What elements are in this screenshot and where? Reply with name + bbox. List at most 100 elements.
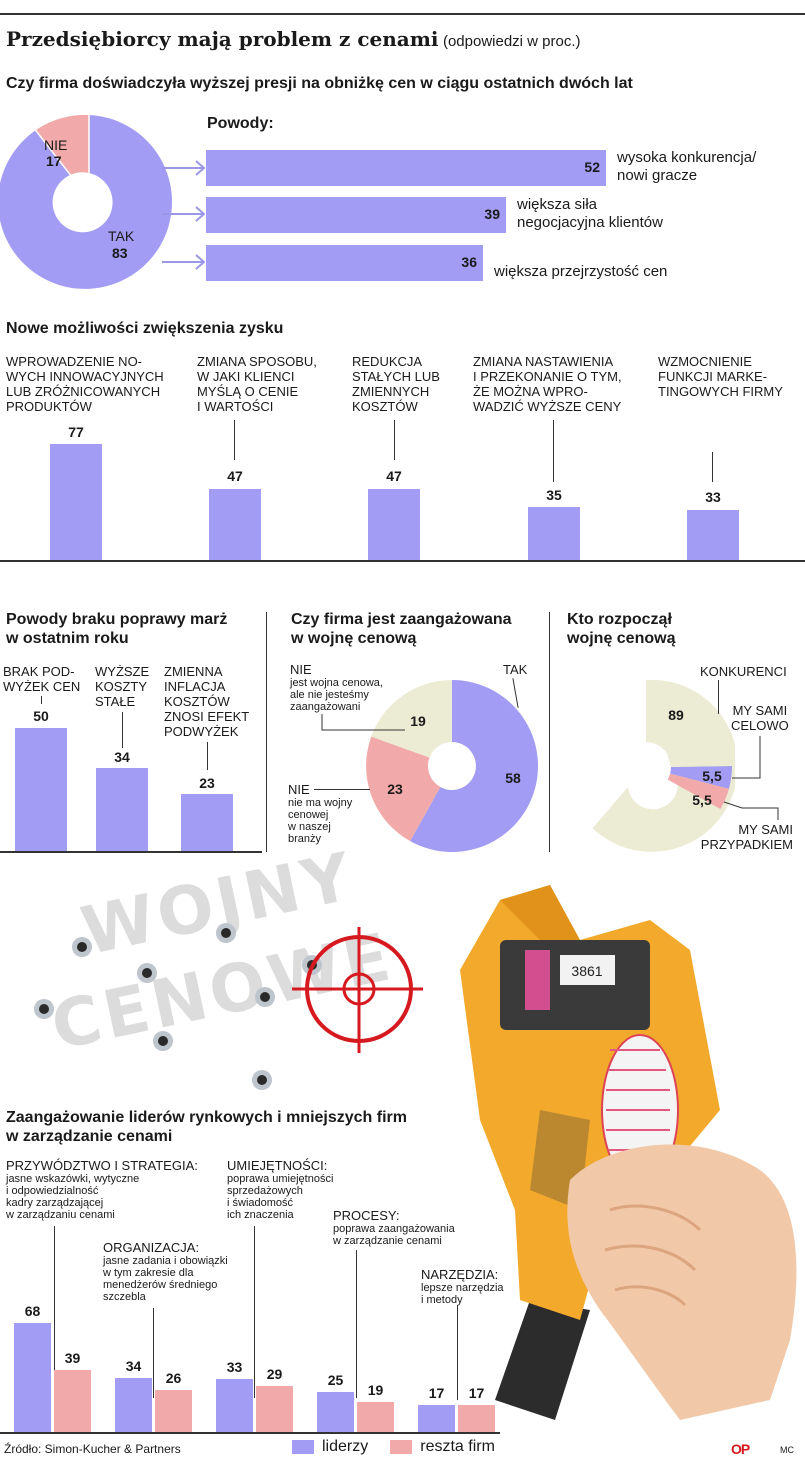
sec6-value-reszta-5: 17: [468, 1385, 485, 1401]
sec3-l2-3: STAŁE: [95, 694, 136, 709]
sec6-leader-3: [254, 1226, 255, 1398]
sec4-slice-nie-zaang: [371, 680, 452, 758]
sec4-slice-tak: [410, 680, 539, 852]
sec6-title-l1: Zaangażowanie liderów rynkowych i mniejs…: [6, 1109, 407, 1126]
sec2-value-2: 47: [227, 468, 243, 484]
sec2-l4-3: ŻE MOŻNA WPRO-: [473, 384, 588, 399]
sec3-value-1: 50: [33, 708, 49, 724]
sec2-value-3: 47: [386, 468, 402, 484]
sec6-g3-l1: poprawa umiejętności: [227, 1173, 334, 1185]
sec6-value-liderzy-4: 25: [327, 1372, 344, 1388]
sec3-leader-3: [207, 742, 208, 770]
legend-label-liderzy: liderzy: [322, 1438, 369, 1455]
sec5-konk-label: KONKURENCI: [700, 664, 787, 679]
sec5-przyp-l2: PRZYPADKIEM: [700, 837, 793, 852]
sec6-value-reszta-4: 19: [367, 1382, 384, 1398]
sec3-label-2: WYŻSZE KOSZTY STAŁE: [95, 664, 149, 709]
sec2-l4-1: ZMIANA NASTAWIENIA: [473, 354, 614, 369]
sec3-l3-4: ZNOSI EFEKT: [164, 709, 250, 724]
sec2-bar-1: [50, 444, 102, 560]
sec4-tak-value: 58: [505, 770, 521, 786]
sec4-nie2-label: NIE nie ma wojny cenowej w naszej branży: [288, 782, 352, 845]
sec6-leader-2: [153, 1308, 154, 1398]
sec2-l2-1: ZMIANA SPOSOBU,: [197, 354, 317, 369]
sec4-title-l2: w wojnę cenową: [291, 630, 417, 647]
powody-bar-2-label: większa siła negocjacyjna klientów: [517, 196, 663, 232]
sec2-leader-5: [712, 452, 713, 482]
sec3-bar-2: [96, 768, 148, 851]
sec6-baseline: [0, 1432, 500, 1434]
labeler-counter: 3861: [571, 963, 602, 979]
sec2-l3-2: STAŁYCH LUB: [352, 369, 440, 384]
sec6-g1-l1: jasne wskazówki, wytyczne: [6, 1173, 140, 1185]
sec5-przyp-leader: [723, 801, 779, 820]
legend: liderzy reszta firm: [292, 1438, 495, 1456]
powody-bar-1-value: 52: [584, 159, 600, 175]
sec6-value-reszta-1: 39: [64, 1350, 81, 1366]
sec6-g2-l4: szczebla: [103, 1291, 146, 1303]
sec2-label-1: WPROWADZENIE NO- WYCH INNOWACYJNYCH LUB …: [6, 354, 164, 414]
legend-swatch-liderzy: [292, 1440, 314, 1454]
sec5-przyp-value: 5,5: [692, 792, 712, 808]
sec6-bar-reszta-3: [256, 1386, 293, 1432]
sec2-l2-3: MYŚLĄ O CENIE: [197, 384, 299, 399]
sec6-g3-head: UMIEJĘTNOŚCI:: [227, 1158, 328, 1173]
powody-label-1-l2: nowi gracze: [617, 167, 698, 184]
sec4-title-l1: Czy firma jest zaangażowana: [291, 611, 512, 628]
sec6-g3-l3: i świadomość: [227, 1197, 294, 1209]
divider-1: [266, 612, 267, 852]
sec2-l3-4: KOSZTÓW: [352, 399, 418, 414]
sec6-leader-1: [54, 1226, 55, 1398]
sec6-g1-head: PRZYWÓDZTWO I STRATEGIA:: [6, 1158, 198, 1173]
sec6-g2-l1: jasne zadania i obowiązki: [103, 1255, 228, 1267]
donut-slice-nie: [35, 115, 89, 175]
sec2-bar-4: [528, 507, 580, 560]
sec6-g4-l2: w zarządzanie cenami: [333, 1235, 442, 1247]
price-labeler-icon: 3861: [460, 885, 797, 1420]
sec4-nie2-head: NIE: [288, 782, 310, 797]
sec3-title: Powody braku poprawy marż w ostatnim rok…: [6, 610, 227, 648]
sec5-celowo-l2: CELOWO: [731, 718, 789, 733]
sec3-leader-1: [41, 696, 42, 704]
sec6-bar-liderzy-1: [14, 1323, 51, 1432]
powody-bar-3: [206, 245, 483, 281]
sec6-value-liderzy-1: 68: [24, 1303, 41, 1319]
sec5-celowo-l1: MY SAMI: [732, 703, 788, 718]
donut-label-nie: NIE: [44, 137, 68, 153]
sec6-value-liderzy-3: 33: [226, 1359, 243, 1375]
sec2-leader-2: [234, 420, 235, 460]
sec3-l3-3: KOSZTÓW: [164, 694, 230, 709]
sec5-slice-celowo: [670, 766, 732, 789]
sec6-bar-liderzy-4: [317, 1392, 354, 1432]
sec2-label-3: REDUKCJA STAŁYCH LUB ZMIENNYCH KOSZTÓW: [352, 354, 440, 414]
sec6-value-liderzy-2: 34: [125, 1358, 142, 1374]
powody-bar-3-label: większa przejrzystość cen: [494, 263, 668, 280]
sec3-label-3: ZMIENNA INFLACJA KOSZTÓW ZNOSI EFEKT POD…: [164, 664, 249, 739]
sec2-l5-1: WZMOCNIENIE: [658, 354, 752, 369]
sec2-leader-4: [553, 420, 554, 482]
sec3-l1-1: BRAK POD-: [3, 664, 75, 679]
sec2-l3-1: REDUKCJA: [352, 354, 423, 369]
donut-value-tak: 83: [112, 245, 128, 261]
top-rule: [0, 13, 805, 15]
sec3-l3-2: INFLACJA: [164, 679, 226, 694]
sec6-bar-liderzy-5: [418, 1405, 455, 1432]
sec3-value-2: 34: [114, 749, 130, 765]
sec4-nie2-l4: branży: [288, 833, 322, 845]
sec6-g5-l1: lepsze narzędzia: [421, 1282, 504, 1294]
sec2-l4-2: I PRZEKONANIE O TYM,: [473, 369, 622, 384]
sec3-l2-1: WYŻSZE: [95, 664, 150, 679]
sec2-bar-5: [687, 510, 739, 560]
sec6-g2-l2: w tym zakresie dla: [103, 1267, 194, 1279]
sec6-group-label-2: ORGANIZACJA: jasne zadania i obowiązki w…: [103, 1240, 228, 1303]
sec3-l3-1: ZMIENNA: [164, 664, 223, 679]
sec4-nie1-l2: ale nie jesteśmy: [290, 689, 369, 701]
donut-label-tak: TAK: [108, 228, 135, 244]
powody-bar-2-value: 39: [484, 206, 500, 222]
powody-label-2-l1: większa siła: [517, 196, 598, 213]
sec4-nie2-l1: nie ma wojny: [288, 797, 353, 809]
sec3-label-1: BRAK POD- WYŻEK CEN: [3, 664, 80, 694]
sec2-l2-4: I WARTOŚCI: [197, 399, 274, 414]
sec6-bar-liderzy-2: [115, 1378, 152, 1432]
sec6-value-reszta-2: 26: [165, 1370, 182, 1386]
